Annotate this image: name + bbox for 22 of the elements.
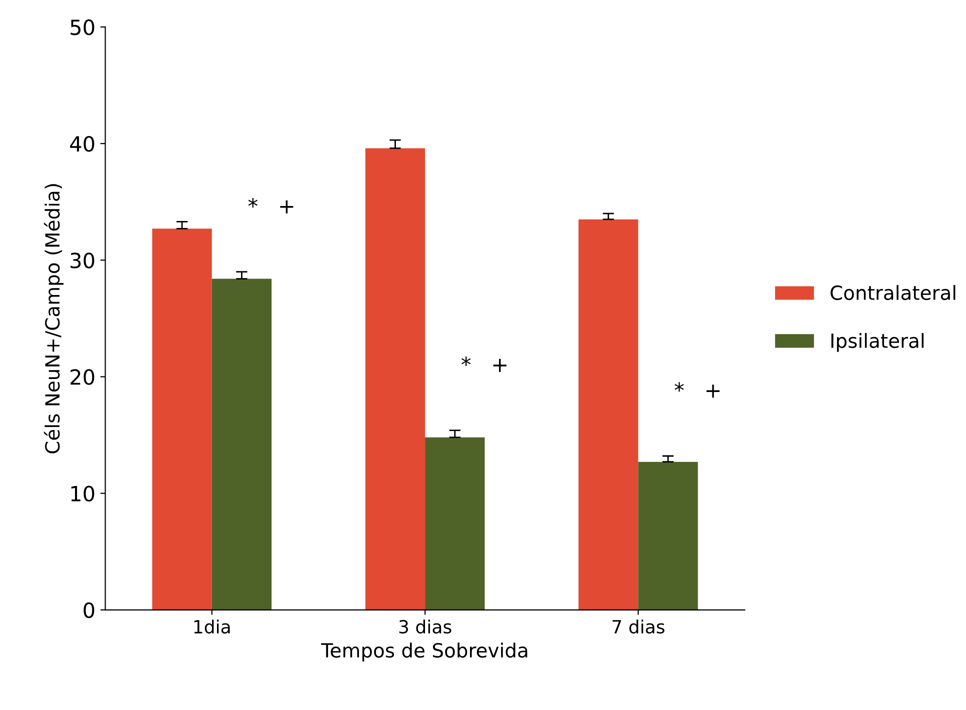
- y-tick-label: 0: [84, 602, 94, 618]
- x-tick-label: 7 dias: [612, 620, 664, 634]
- y-axis-title: Céls NeuN+/Campo (Média): [44, 184, 64, 454]
- y-tick-label: 10: [71, 486, 94, 502]
- bar: [152, 228, 212, 610]
- annotation: * +: [674, 382, 720, 398]
- y-tick-label: 50: [70, 19, 94, 36]
- x-tick-label: 3 dias: [399, 620, 452, 634]
- x-axis-title: Tempos de Sobrevida: [321, 642, 528, 662]
- annotation: * +: [248, 198, 294, 214]
- annotation: * +: [461, 356, 506, 372]
- y-tick-label: 40: [70, 136, 94, 152]
- legend-label: Contralateral: [830, 285, 956, 300]
- bar: [365, 148, 426, 610]
- y-tick-label: 30: [70, 252, 94, 268]
- x-tick-label: 1dia: [194, 620, 230, 634]
- bar: [578, 219, 638, 610]
- bar: [638, 462, 698, 610]
- bar: [425, 437, 485, 610]
- bar: [212, 278, 272, 610]
- y-tick-label: 20: [70, 369, 94, 385]
- legend-label: Ipsilateral: [831, 333, 924, 352]
